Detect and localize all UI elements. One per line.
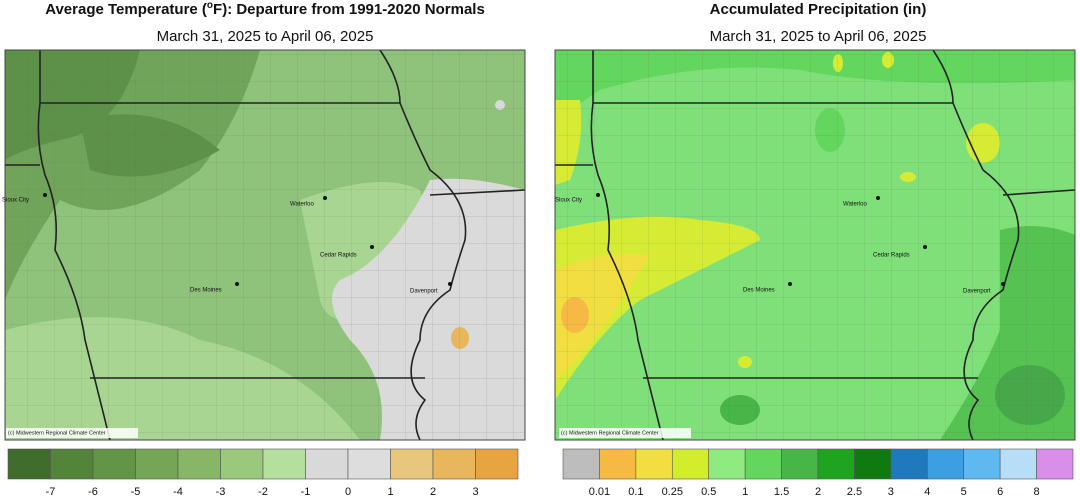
- legend-swatch: [781, 448, 819, 480]
- legend-label: 2: [815, 486, 821, 498]
- map-subtitle: March 31, 2025 to April 06, 2025: [157, 28, 374, 45]
- precipitation-map: [555, 50, 1075, 440]
- city-label: Des Moines: [743, 288, 775, 294]
- legend-swatch: [50, 448, 94, 480]
- city-label: Waterloo: [843, 202, 867, 208]
- legend-label: -6: [88, 486, 98, 498]
- legend-swatch: [926, 448, 965, 480]
- legend-swatch: [671, 448, 710, 480]
- legend-label: 1.5: [774, 486, 789, 498]
- legend-label: 0.1: [628, 486, 643, 498]
- title-text: Average Temperature (: [45, 1, 207, 18]
- legend-swatch: [599, 448, 637, 480]
- legend-label: -1: [301, 486, 311, 498]
- legend-label: -2: [258, 486, 268, 498]
- legend-swatch: [305, 448, 349, 480]
- legend-swatch: [92, 448, 136, 480]
- legend-swatch: [890, 448, 928, 480]
- city-dot: [923, 245, 927, 249]
- city-dot: [788, 282, 792, 286]
- legend-label: 4: [924, 486, 930, 498]
- legend-swatch: [390, 448, 434, 480]
- legend-label: 5: [961, 486, 967, 498]
- city-label: Sioux City: [555, 198, 582, 204]
- legend-label: 3: [472, 486, 478, 498]
- legend-swatch: [135, 448, 179, 480]
- city-label: Cedar Rapids: [873, 253, 910, 259]
- city-label: Des Moines: [190, 288, 222, 294]
- city-dot: [235, 282, 239, 286]
- city-label: Cedar Rapids: [320, 253, 357, 259]
- legend-swatch: [744, 448, 782, 480]
- credit-box: [559, 428, 691, 438]
- legend-swatch: [475, 448, 519, 480]
- legend-label: 8: [1034, 486, 1040, 498]
- legend-label: 2: [430, 486, 436, 498]
- city-label: Davenport: [963, 289, 991, 295]
- city-dot: [323, 196, 327, 200]
- city-dot: [596, 193, 600, 197]
- legend-swatch: [347, 448, 391, 480]
- city-label: Sioux City: [2, 198, 29, 204]
- legend-swatch: [635, 448, 673, 480]
- legend-label: 3: [888, 486, 894, 498]
- legend-swatch: [963, 448, 1001, 480]
- legend-swatch: [999, 448, 1037, 480]
- legend-label: 0.5: [701, 486, 716, 498]
- legend-swatch: [854, 448, 892, 480]
- legend-label: 6: [997, 486, 1003, 498]
- legend-label: -7: [46, 486, 56, 498]
- legend-label: 0: [345, 486, 351, 498]
- legend-swatch: [262, 448, 306, 480]
- credit: (c) Midwestern Regional Climate Center: [561, 430, 659, 436]
- panel: Accumulated Precipitation (in) March 31, …: [555, 1, 1074, 498]
- legend-swatch: [708, 448, 746, 480]
- legend-swatch: [562, 448, 600, 480]
- legend-swatch: [432, 448, 476, 480]
- legend-label: 1: [387, 486, 393, 498]
- panel: Average Temperature (oF): Departure from…: [2, 0, 519, 498]
- legend-swatch: [1036, 448, 1074, 480]
- legend-label: -3: [216, 486, 226, 498]
- legend-label: 2.5: [847, 486, 862, 498]
- legend-label: -5: [131, 486, 141, 498]
- temperature-map: [5, 50, 525, 440]
- legend-label: -4: [173, 486, 183, 498]
- map-frame: [4, 49, 526, 441]
- legend-label: 0.25: [662, 486, 683, 498]
- legend-swatch: [7, 448, 51, 480]
- map-title: Average Temperature (oF): Departure from…: [45, 0, 485, 18]
- legend-swatch: [220, 448, 264, 480]
- map-title: Accumulated Precipitation (in): [710, 1, 927, 18]
- map-frame: [554, 49, 1076, 441]
- legend-label: 0.01: [589, 486, 610, 498]
- city-dot: [43, 193, 47, 197]
- title-text: F): Departure from 1991-2020 Normals: [213, 1, 485, 18]
- city-dot: [370, 245, 374, 249]
- legend-swatch: [817, 448, 855, 480]
- legend-swatch: [177, 448, 221, 480]
- map-subtitle: March 31, 2025 to April 06, 2025: [710, 28, 927, 45]
- city-label: Davenport: [410, 289, 438, 295]
- credit-box: [6, 428, 138, 438]
- credit: (c) Midwestern Regional Climate Center: [8, 430, 106, 436]
- city-dot: [1001, 282, 1005, 286]
- legend-label: 1: [742, 486, 748, 498]
- title-superscript: o: [207, 0, 213, 11]
- city-dot: [448, 282, 452, 286]
- city-dot: [876, 196, 880, 200]
- city-label: Waterloo: [290, 202, 314, 208]
